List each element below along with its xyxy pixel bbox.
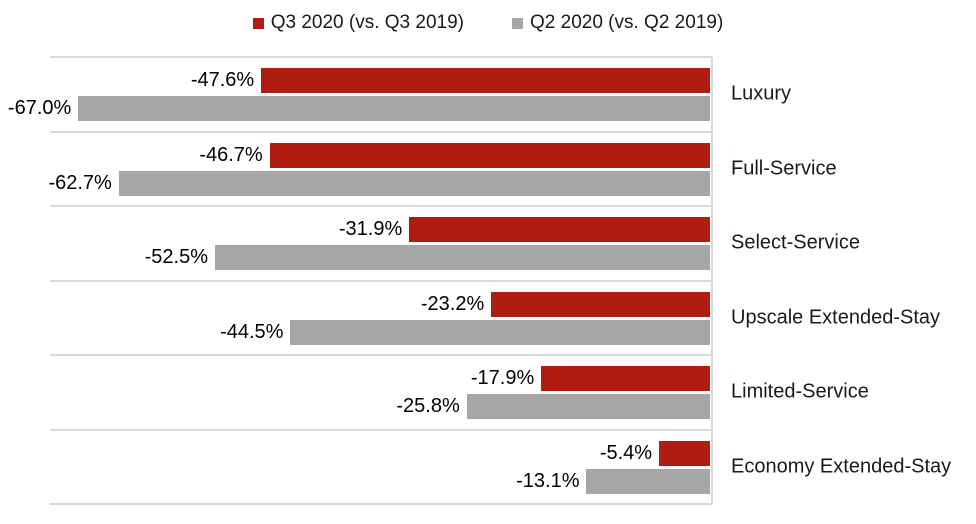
data-label: -52.5% — [144, 246, 208, 268]
data-label: -44.5% — [220, 320, 284, 343]
gridline — [50, 503, 712, 505]
legend-label-q2: Q2 2020 (vs. Q2 2019) — [530, 12, 724, 33]
data-label: -46.7% — [199, 143, 263, 166]
value-axis-line — [711, 57, 713, 504]
data-label: -23.2% — [420, 292, 485, 315]
data-label: -67.0% — [7, 97, 72, 119]
bar-q3-2020 — [541, 366, 710, 391]
bar-q3-2020 — [491, 291, 710, 317]
gridline — [50, 56, 712, 58]
gridline — [50, 428, 712, 431]
data-label: -13.1% — [516, 469, 580, 492]
data-label: -5.4% — [599, 441, 653, 464]
legend-item-q2-2020: Q2 2020 (vs. Q2 2019) — [512, 12, 723, 34]
legend-label-q3: Q3 2020 (vs. Q3 2019) — [270, 12, 464, 33]
category-label: Full-Service — [731, 157, 837, 180]
bar-q2-2020 — [466, 394, 710, 419]
legend-item-q3-2020: Q3 2020 (vs. Q3 2019) — [252, 12, 464, 34]
data-label: -25.8% — [396, 395, 460, 417]
bar-q2-2020 — [586, 468, 710, 494]
legend-swatch-q2-icon — [512, 17, 523, 29]
category-label: Limited-Service — [731, 380, 869, 403]
bar-q3-2020 — [659, 440, 710, 466]
bar-q2-2020 — [290, 319, 710, 345]
data-label: -17.9% — [470, 367, 535, 389]
category-label: Select-Service — [731, 231, 860, 254]
bar-q2-2020 — [215, 245, 710, 270]
legend-swatch-q3-icon — [252, 17, 264, 29]
bar-q3-2020 — [409, 217, 710, 242]
gridline — [50, 130, 712, 133]
bar-q3-2020 — [261, 68, 710, 93]
bar-q2-2020 — [78, 96, 710, 121]
data-label: -31.9% — [338, 218, 403, 240]
data-label: -62.7% — [48, 171, 112, 194]
gridline — [50, 279, 712, 282]
gridline — [50, 205, 712, 207]
bar-q3-2020 — [269, 142, 710, 168]
category-label: Economy Extended-Stay — [731, 455, 952, 478]
gridline — [50, 354, 712, 356]
category-label: Luxury — [731, 82, 792, 105]
chart-legend: Q3 2020 (vs. Q3 2019) Q2 2020 (vs. Q2 20… — [0, 12, 976, 34]
category-label: Upscale Extended-Stay — [731, 306, 941, 329]
data-label: -47.6% — [190, 69, 255, 91]
bar-q2-2020 — [118, 170, 710, 196]
